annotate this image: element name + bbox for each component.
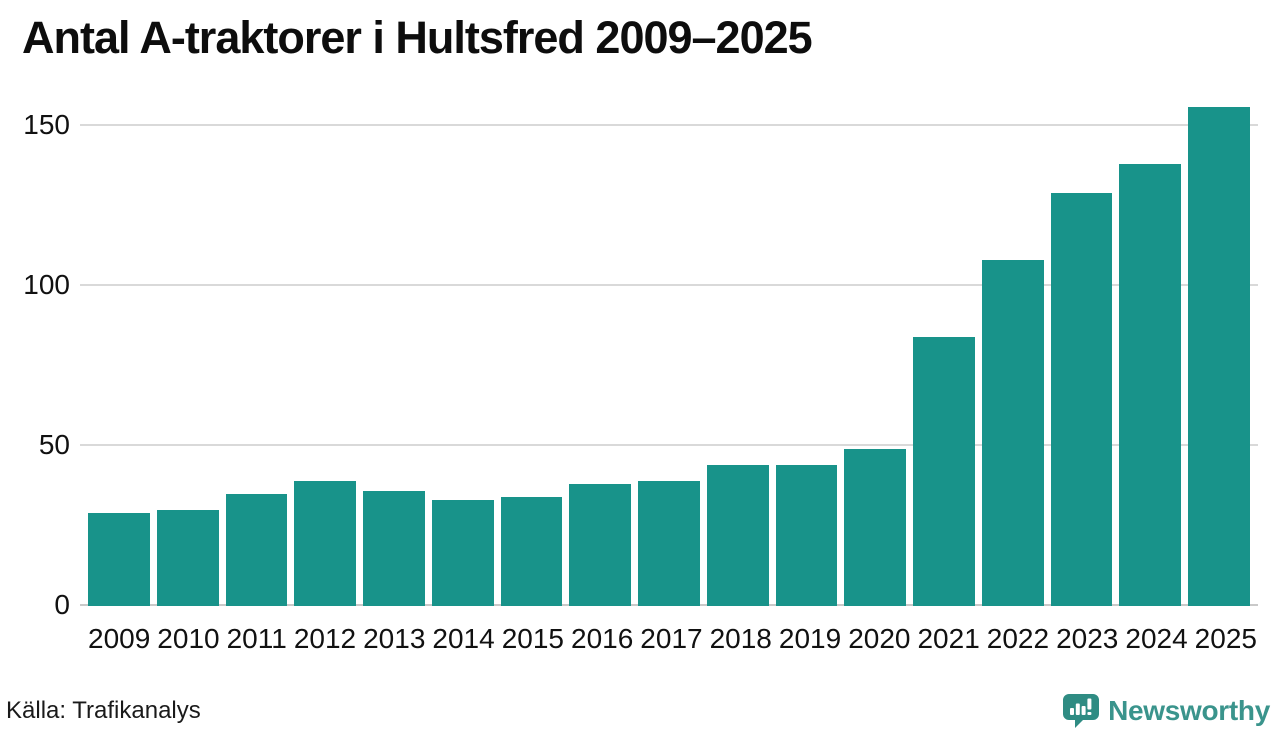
x-tick-label-2017: 2017 (640, 622, 703, 654)
y-tick-label-50: 50 (38, 428, 70, 460)
x-tick-label-2018: 2018 (709, 622, 772, 654)
x-tick-label-2011: 2011 (226, 622, 287, 654)
y-axis: 0 50 100 150 (0, 94, 80, 618)
bar-2020 (844, 448, 907, 606)
gridline-y-50 (80, 443, 1258, 446)
bar-2025 (1188, 106, 1251, 606)
x-tick-label-2009: 2009 (88, 622, 151, 654)
chart-footer: Källa: Trafikanalys Newsworthy (6, 692, 1270, 730)
newsworthy-logo: Newsworthy (1062, 693, 1270, 729)
bar-2013 (363, 490, 425, 606)
bar-chart: 0 50 100 150 (0, 94, 1280, 618)
y-tick-label-150: 150 (23, 108, 70, 140)
bar-2015 (500, 496, 563, 606)
chart-title: Antal A-traktorer i Hultsfred 2009–2025 (22, 12, 813, 63)
bar-2019 (775, 464, 838, 606)
x-tick-label-2014: 2014 (432, 622, 495, 654)
newsworthy-bubble-chart-icon (1063, 694, 1100, 728)
x-tick-label-2025: 2025 (1194, 622, 1257, 654)
bar-2009 (88, 512, 150, 606)
x-tick-label-2024: 2024 (1125, 622, 1188, 654)
x-tick-label-2015: 2015 (501, 622, 564, 654)
gridline-y-150 (80, 123, 1258, 126)
x-tick-label-2013: 2013 (363, 622, 426, 654)
bar-2021 (913, 336, 975, 606)
bar-2018 (706, 464, 769, 606)
x-tick-label-2016: 2016 (571, 622, 634, 654)
bar-series (80, 94, 1258, 606)
x-axis: 2009 2010 2011 2012 2013 2014 2015 2016 2017 2018… (80, 622, 1258, 656)
bar-2017 (638, 480, 700, 606)
plot-area (80, 94, 1258, 606)
y-tick-label-0: 0 (54, 588, 70, 620)
gridline-y-100 (80, 283, 1258, 286)
chart-page: Antal A-traktorer i Hultsfred 2009–2025 … (0, 12, 1280, 732)
bar-2010 (156, 509, 219, 606)
bar-2011 (225, 493, 288, 606)
newsworthy-wordmark: Newsworthy (1108, 695, 1270, 726)
bar-2023 (1050, 192, 1113, 606)
bar-2014 (431, 500, 494, 606)
bar-2012 (294, 480, 357, 606)
x-tick-label-2023: 2023 (1056, 622, 1119, 654)
x-tick-label-2020: 2020 (848, 622, 911, 654)
x-tick-label-2010: 2010 (157, 622, 220, 654)
source-label: Källa: Trafikanalys (6, 697, 201, 724)
x-tick-label-2019: 2019 (778, 622, 842, 654)
bar-2024 (1119, 164, 1182, 606)
x-tick-label-2021: 2021 (917, 622, 980, 654)
y-tick-label-100: 100 (23, 268, 70, 300)
bar-2016 (569, 484, 632, 606)
x-tick-label-2022: 2022 (986, 622, 1050, 654)
x-tick-label-2012: 2012 (293, 622, 357, 654)
bar-2022 (981, 260, 1044, 606)
